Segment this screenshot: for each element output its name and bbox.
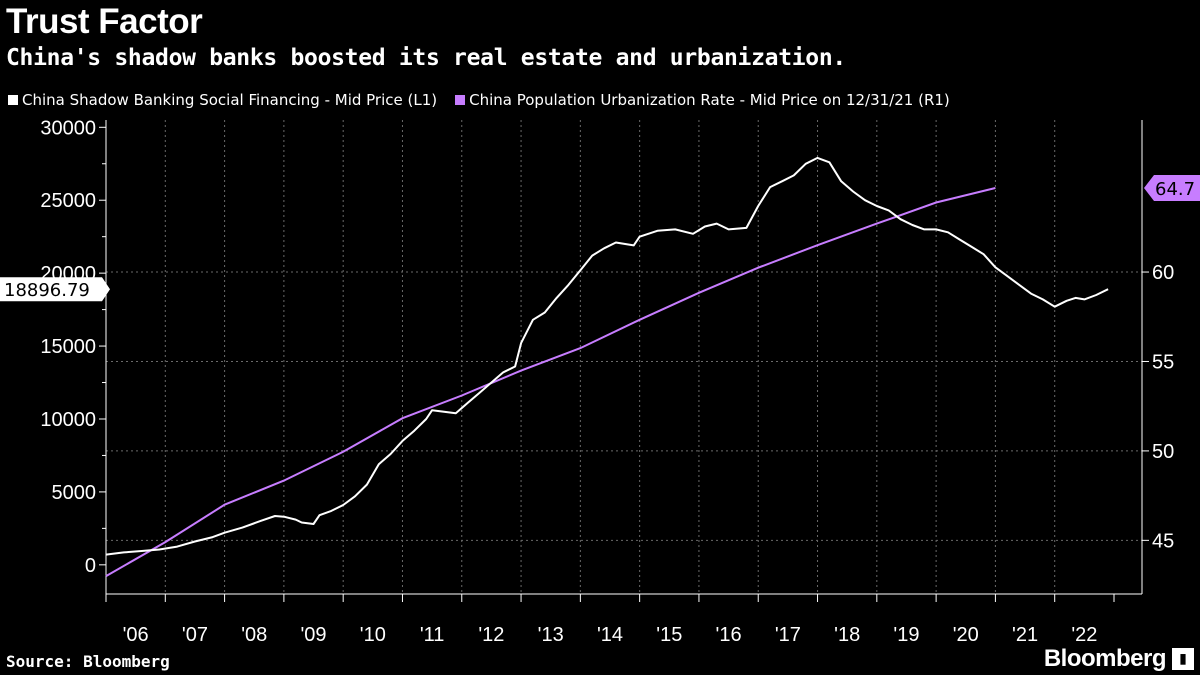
series-line-urbanization [105, 187, 996, 577]
y-left-tick-label: 30000 [40, 117, 96, 139]
legend-label-urbanization: China Population Urbanization Rate - Mid… [469, 91, 950, 109]
y-right-tick-label: 45 [1152, 530, 1174, 552]
legend-label-shadow-banking: China Shadow Banking Social Financing - … [22, 91, 438, 109]
y-left-tick-label: 25000 [40, 190, 96, 212]
x-tick-label: '06 [123, 624, 149, 646]
brand-logo: Bloomberg [1043, 645, 1167, 672]
x-tick-label: '17 [775, 624, 801, 646]
x-tick-label: '10 [360, 624, 386, 646]
chart-title: Trust Factor [6, 2, 203, 41]
x-tick-label: '08 [241, 624, 267, 646]
y-left-tick-label: 0 [85, 555, 96, 577]
x-tick-label: '11 [420, 624, 445, 646]
legend-swatch-white [8, 95, 18, 105]
legend-item-urbanization: China Population Urbanization Rate - Mid… [455, 91, 950, 109]
last-value-tag-left [0, 277, 110, 302]
last-value-label-right: 64.7 [1155, 179, 1195, 200]
chart-subtitle: China's shadow banks boosted its real es… [6, 45, 846, 71]
y-right-tick-label: 60 [1152, 262, 1174, 284]
x-tick-label: '09 [300, 624, 326, 646]
y-left-tick-label: 10000 [40, 409, 96, 431]
y-left-tick-label: 5000 [52, 482, 97, 504]
x-tick-label: '13 [538, 624, 564, 646]
x-tick-label: '20 [953, 624, 979, 646]
x-tick-label: '14 [597, 624, 623, 646]
legend-item-shadow-banking: China Shadow Banking Social Financing - … [8, 91, 437, 109]
x-tick-label: '19 [893, 624, 919, 646]
y-right-tick-label: 55 [1152, 351, 1174, 373]
y-right-tick-label: 50 [1152, 441, 1174, 463]
x-tick-label: '18 [834, 624, 860, 646]
series-line-shadow-banking [105, 156, 1109, 556]
legend: China Shadow Banking Social Financing - … [8, 91, 968, 109]
legend-swatch-purple [455, 95, 466, 105]
last-value-tag-right [1144, 174, 1200, 201]
y-left-tick-label: 15000 [40, 336, 96, 358]
x-tick-label: '07 [182, 624, 208, 646]
last-value-label-left: 18896.79 [4, 280, 90, 301]
x-tick-label: '22 [1071, 624, 1097, 646]
source-note: Source: Bloomberg [6, 652, 170, 671]
x-tick-label: '12 [478, 624, 504, 646]
x-tick-label: '15 [656, 624, 682, 646]
x-tick-label: '21 [1012, 624, 1038, 646]
x-tick-label: '16 [716, 624, 742, 646]
bar-chart-icon: ▮ [1172, 648, 1194, 670]
